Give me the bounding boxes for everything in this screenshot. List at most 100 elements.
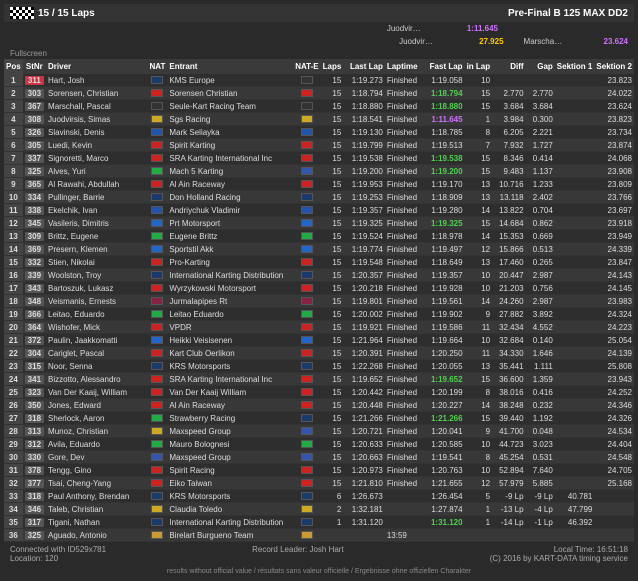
cell-gap: 2.221 xyxy=(526,126,555,139)
cell-pos: 20 xyxy=(4,321,23,334)
table-row[interactable]: 35317Tigani, NathanInternational Karting… xyxy=(4,516,634,529)
col-header[interactable]: NAT-E xyxy=(293,59,320,74)
cell-gap: 0.414 xyxy=(526,152,555,165)
cell-driver: Bizzotto, Alessandro xyxy=(46,373,148,386)
cell-entrant: Leitao Eduardo xyxy=(167,308,293,321)
table-row[interactable]: 36325Aguado, AntonioBirelart Burgueno Te… xyxy=(4,529,634,542)
table-row[interactable]: 10334Pullinger, BarrieDon Holland Racing… xyxy=(4,191,634,204)
cell-laps: 15 xyxy=(321,243,344,256)
table-row[interactable]: 11338Ekelchik, IvanAndriychuk Vladimir15… xyxy=(4,204,634,217)
cell-diff: 36.600 xyxy=(492,373,525,386)
table-row[interactable]: 29312Avila, EduardoMauro Bolognesi151:20… xyxy=(4,438,634,451)
cell-laps: 15 xyxy=(321,165,344,178)
cell-state: Finished xyxy=(385,425,423,438)
table-row[interactable]: 34346Taleb, ChristianClaudia Toledo21:32… xyxy=(4,503,634,516)
table-row[interactable]: 5326Slavinski, DenisMark Seliayka151:19.… xyxy=(4,126,634,139)
table-row[interactable]: 25323Van Der Kaaij, WilliamVan Der Kaaij… xyxy=(4,386,634,399)
table-row[interactable]: 2303Sorensen, ChristianSorensen Christia… xyxy=(4,87,634,100)
table-row[interactable]: 12345Vasileris, DimitrisPrt Motorsport15… xyxy=(4,217,634,230)
table-row[interactable]: 14369Presern, KlemenSportstil Akk151:19.… xyxy=(4,243,634,256)
cell-laps: 15 xyxy=(321,308,344,321)
cell-s2 xyxy=(594,490,634,503)
cell-inlap: 1 xyxy=(465,516,493,529)
cell-s2 xyxy=(594,503,634,516)
col-header[interactable]: Pos xyxy=(4,59,23,74)
cell-nate xyxy=(293,321,320,334)
cell-diff xyxy=(492,74,525,87)
cell-pos: 28 xyxy=(4,425,23,438)
cell-nate xyxy=(293,74,320,87)
cell-s2: 24.534 xyxy=(594,425,634,438)
cell-fastlap: 1:19.513 xyxy=(423,139,465,152)
table-row[interactable]: 17343Bartoszuk, LukaszWyrzykowski Motors… xyxy=(4,282,634,295)
cell-laps: 2 xyxy=(321,503,344,516)
table-row[interactable]: 9365Al Rawahi, AbdullahAl Ain Raceway151… xyxy=(4,178,634,191)
table-row[interactable]: 19366Leitao, EduardoLeitao Eduardo151:20… xyxy=(4,308,634,321)
col-header[interactable]: Laptime xyxy=(385,59,423,74)
cell-inlap: 8 xyxy=(465,126,493,139)
cell-nat xyxy=(148,217,168,230)
col-header[interactable]: Laps xyxy=(321,59,344,74)
col-header[interactable]: Sektion 1 xyxy=(555,59,595,74)
table-row[interactable]: 22304Cariglet, PascalKart Club Oerlikon1… xyxy=(4,347,634,360)
cell-entrant: KRS Motorsports xyxy=(167,360,293,373)
cell-s1 xyxy=(555,334,595,347)
cell-lastlap: 1:20.973 xyxy=(343,464,385,477)
cell-nat xyxy=(148,139,168,152)
table-row[interactable]: 4308Juodvirsis, SimasSgs Racing151:18.54… xyxy=(4,113,634,126)
table-row[interactable]: 32377Tsai, Cheng-YangEiko Taiwan151:21.8… xyxy=(4,477,634,490)
disclaimer-text: results without official value / résulta… xyxy=(4,566,634,577)
table-row[interactable]: 18348Veismanis, ErnestsJurmalapipes Rt15… xyxy=(4,295,634,308)
table-row[interactable]: 30330Gore, DevMaxspeed Group151:20.663Fi… xyxy=(4,451,634,464)
cell-gap xyxy=(526,529,555,542)
table-row[interactable]: 13309Brittz, EugeneEugene Brittz151:19.5… xyxy=(4,230,634,243)
cell-s2 xyxy=(594,516,634,529)
cell-diff: 41.700 xyxy=(492,425,525,438)
col-header[interactable]: Fast Lap xyxy=(423,59,465,74)
cell-nate xyxy=(293,386,320,399)
cell-stnr: 348 xyxy=(23,295,46,308)
cell-gap: 1.111 xyxy=(526,360,555,373)
cell-inlap: 1 xyxy=(465,113,493,126)
cell-nate xyxy=(293,191,320,204)
s1-driver: Juodvir… xyxy=(399,37,459,46)
table-row[interactable]: 24341Bizzotto, AlessandroSRA Karting Int… xyxy=(4,373,634,386)
col-header[interactable]: Diff xyxy=(492,59,525,74)
cell-nat xyxy=(148,477,168,490)
table-row[interactable]: 31378Tengg, GinoSpirit Racing151:20.973F… xyxy=(4,464,634,477)
table-row[interactable]: 6305Luedi, KevinSpirit Karting151:19.799… xyxy=(4,139,634,152)
table-row[interactable]: 27318Sherlock, AaronStrawberry Racing151… xyxy=(4,412,634,425)
fullscreen-link[interactable]: Fullscreen xyxy=(4,48,634,59)
table-row[interactable]: 33318Paul Anthony, BrendanKRS Motorsport… xyxy=(4,490,634,503)
table-row[interactable]: 20364Wishofer, MickVPDR151:19.921Finishe… xyxy=(4,321,634,334)
table-row[interactable]: 21372Paulin, JaakkomattiHeikki Veisisene… xyxy=(4,334,634,347)
table-row[interactable]: 26350Jones, EdwardAl Ain Raceway151:20.4… xyxy=(4,399,634,412)
col-header[interactable]: Driver xyxy=(46,59,148,74)
table-row[interactable]: 1311Hart, JoshKMS Europe151:19.273Finish… xyxy=(4,74,634,87)
cell-driver: Aguado, Antonio xyxy=(46,529,148,542)
col-header[interactable]: StNr xyxy=(23,59,46,74)
cell-entrant: Mark Seliayka xyxy=(167,126,293,139)
col-header[interactable]: Gap xyxy=(526,59,555,74)
cell-nate xyxy=(293,126,320,139)
cell-state: Finished xyxy=(385,243,423,256)
table-row[interactable]: 3367Marschall, PascalSeule-Kart Racing T… xyxy=(4,100,634,113)
table-row[interactable]: 28313Munoz, ChristianMaxspeed Group151:2… xyxy=(4,425,634,438)
cell-diff: 35.441 xyxy=(492,360,525,373)
cell-entrant: Prt Motorsport xyxy=(167,217,293,230)
table-row[interactable]: 7337Signoretti, MarcoSRA Karting Interna… xyxy=(4,152,634,165)
cell-nat xyxy=(148,204,168,217)
table-row[interactable]: 23315Noor, SennaKRS Motorsports151:22.26… xyxy=(4,360,634,373)
table-row[interactable]: 8325Alves, YuriMach 5 Karting151:19.200F… xyxy=(4,165,634,178)
table-row[interactable]: 15332Stien, NikolaiPro-Karting151:19.548… xyxy=(4,256,634,269)
cell-entrant: VPDR xyxy=(167,321,293,334)
cell-state: Finished xyxy=(385,295,423,308)
col-header[interactable]: NAT xyxy=(148,59,168,74)
col-header[interactable]: Last Lap xyxy=(343,59,385,74)
table-row[interactable]: 16339Woolston, TroyInternational Karting… xyxy=(4,269,634,282)
col-header[interactable]: Entrant xyxy=(167,59,293,74)
cell-nat xyxy=(148,529,168,542)
cell-inlap: 11 xyxy=(465,347,493,360)
col-header[interactable]: in Lap xyxy=(465,59,493,74)
col-header[interactable]: Sektion 2 xyxy=(594,59,634,74)
